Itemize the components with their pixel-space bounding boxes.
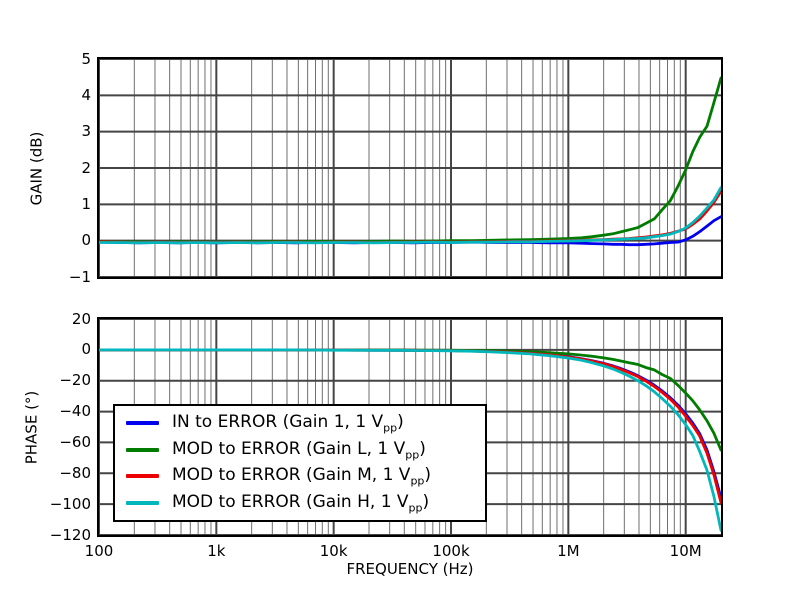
legend-line-sample-blue bbox=[126, 421, 159, 426]
y-tick-label: 20 bbox=[71, 309, 91, 328]
y-tick-label: 1 bbox=[81, 194, 91, 213]
legend-label: MOD to ERROR (Gain M, 1 Vpp) bbox=[172, 465, 431, 487]
legend-label-subscript: pp bbox=[408, 500, 423, 514]
y-tick-label: 4 bbox=[81, 85, 91, 104]
y-tick-label: −1 bbox=[68, 267, 91, 286]
legend-label-suffix: ) bbox=[422, 491, 430, 512]
legend-label-suffix: ) bbox=[397, 412, 404, 433]
legend-line-sample-green bbox=[126, 447, 159, 452]
legend-label-suffix: ) bbox=[419, 438, 426, 459]
x-tick-label: 1M bbox=[557, 542, 580, 560]
y-tick-label: −80 bbox=[59, 463, 91, 482]
series-curve-3 bbox=[99, 186, 721, 245]
x-tick-label: 100k bbox=[432, 542, 470, 560]
y-tick-label: −120 bbox=[49, 525, 91, 544]
series-curve-3 bbox=[99, 348, 721, 532]
y-tick-label: 3 bbox=[81, 122, 91, 141]
legend-label: IN to ERROR (Gain 1, 1 Vpp) bbox=[172, 412, 404, 434]
legend-label-text: IN to ERROR (Gain 1, 1 V bbox=[172, 412, 384, 433]
x-tick-label: 100 bbox=[84, 542, 114, 560]
x-tick-label: 10M bbox=[669, 542, 702, 560]
y-tick-label: 0 bbox=[81, 231, 91, 250]
legend-item-mod-gain-h: MOD to ERROR (Gain H, 1 Vpp) bbox=[115, 490, 485, 516]
legend-label-text: MOD to ERROR (Gain H, 1 V bbox=[172, 491, 409, 512]
legend-label-subscript: pp bbox=[383, 421, 398, 435]
legend-item-mod-gain-l: MOD to ERROR (Gain L, 1 Vpp) bbox=[115, 437, 485, 463]
y-tick-label: −60 bbox=[59, 432, 91, 451]
legend-line-sample-red bbox=[126, 474, 159, 479]
legend-label-subscript: pp bbox=[410, 474, 425, 488]
legend-line-sample-cyan bbox=[126, 500, 159, 505]
x-tick-label: 1k bbox=[207, 542, 226, 560]
y-tick-label: 2 bbox=[81, 158, 91, 177]
frequency-axis-label: FREQUENCY (Hz) bbox=[346, 560, 474, 578]
y-tick-label: 0 bbox=[81, 340, 91, 359]
x-tick-label: 10k bbox=[319, 542, 348, 560]
gain-plot-canvas bbox=[99, 59, 721, 277]
legend-label-text: MOD to ERROR (Gain M, 1 V bbox=[172, 465, 411, 486]
legend-label-suffix: ) bbox=[424, 465, 432, 486]
legend-label-text: MOD to ERROR (Gain L, 1 V bbox=[172, 438, 406, 459]
series-curve-1 bbox=[99, 76, 721, 244]
legend-item-in-to-error: IN to ERROR (Gain 1, 1 Vpp) bbox=[115, 410, 485, 436]
legend-label-subscript: pp bbox=[405, 447, 420, 461]
y-tick-label: −40 bbox=[59, 402, 91, 421]
legend-label: MOD to ERROR (Gain L, 1 Vpp) bbox=[172, 439, 426, 461]
legend-label: MOD to ERROR (Gain H, 1 Vpp) bbox=[172, 492, 429, 514]
legend: IN to ERROR (Gain 1, 1 Vpp) MOD to ERROR… bbox=[113, 404, 487, 522]
legend-item-mod-gain-m: MOD to ERROR (Gain M, 1 Vpp) bbox=[115, 463, 485, 489]
series-curve-2 bbox=[99, 189, 721, 244]
gain-plot-area bbox=[97, 57, 723, 279]
y-tick-label: −100 bbox=[49, 494, 91, 513]
y-tick-label: −20 bbox=[59, 371, 91, 390]
y-tick-label: 5 bbox=[81, 49, 91, 68]
